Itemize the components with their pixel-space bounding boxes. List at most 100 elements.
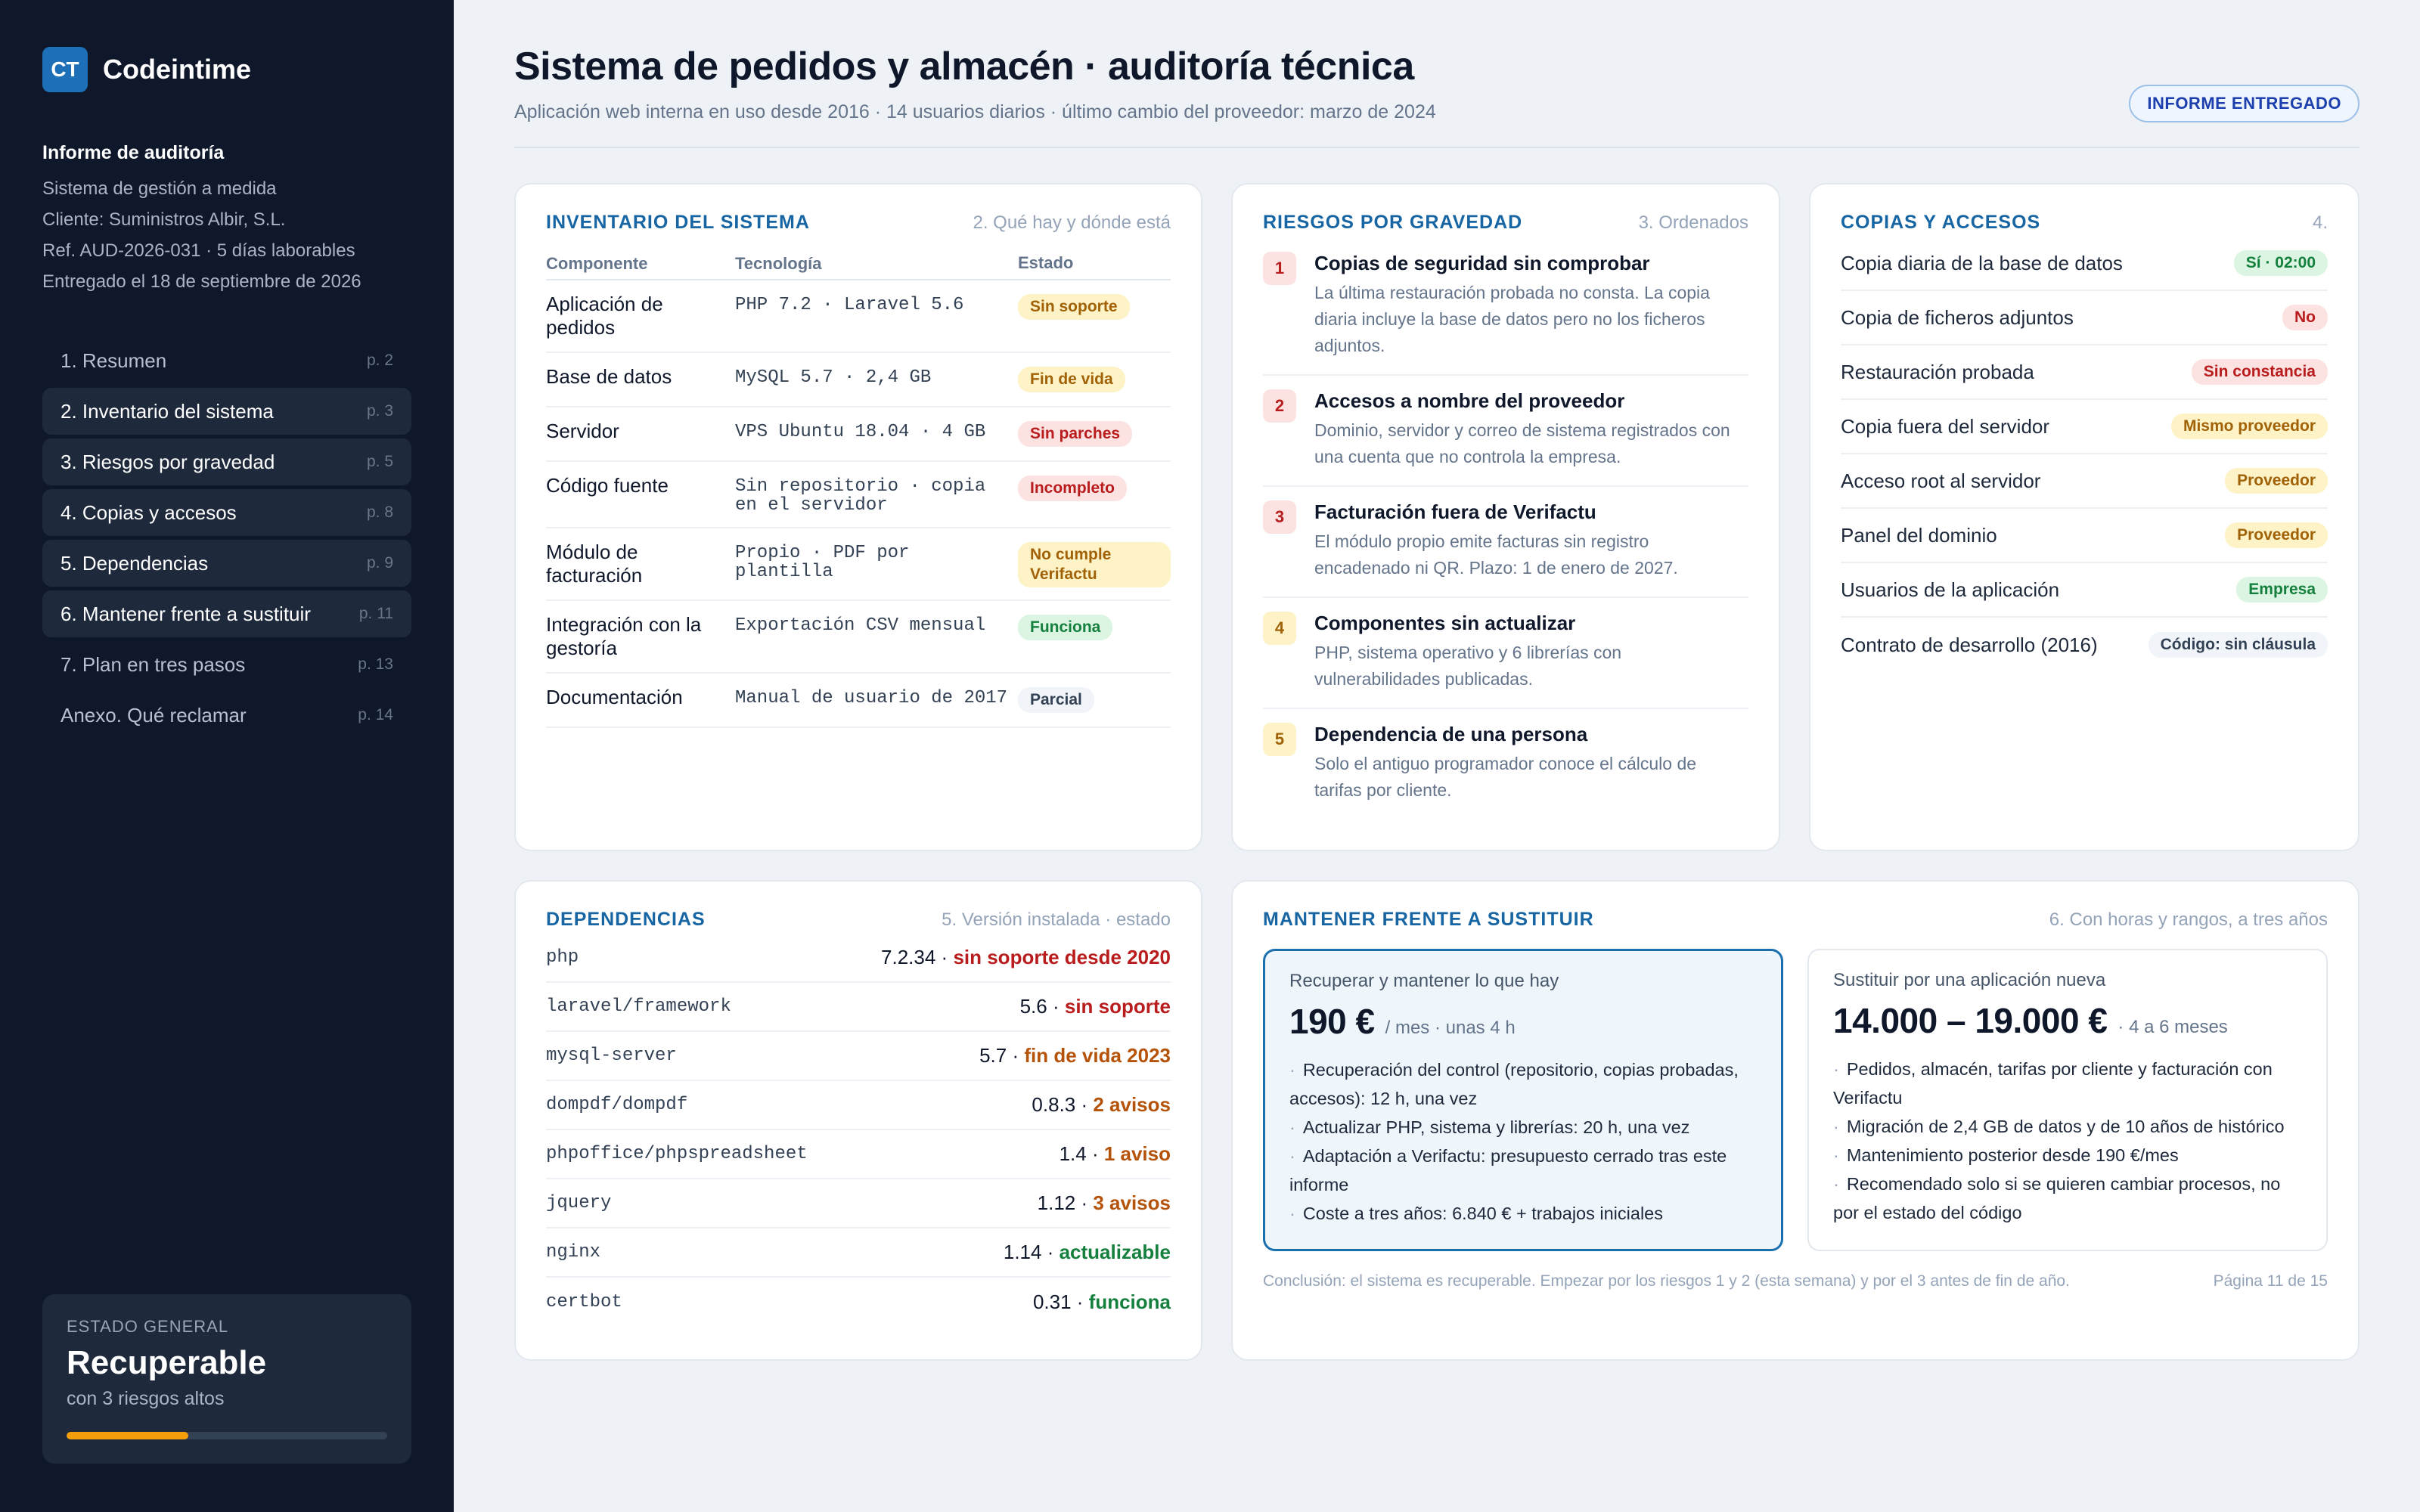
- copies-card: COPIAS Y ACCESOS 4. Copia diaria de la b…: [1809, 183, 2360, 851]
- report-delivered: Entregado el 18 de septiembre de 2026: [42, 271, 361, 292]
- risks-note: 3. Ordenados: [1638, 212, 1748, 233]
- toc-item-copias[interactable]: 4. Copias y accesos p. 8: [42, 489, 411, 536]
- separator: ·: [1075, 1093, 1094, 1116]
- inventory-table-header: Componente Tecnología Estado: [546, 247, 1171, 280]
- dependency-name: jquery: [546, 1193, 612, 1213]
- table-row: Documentación Manual de usuario de 2017 Pa…: [546, 674, 1171, 728]
- option-item: · Coste a tres años: 6.840 € + trabajos i…: [1289, 1199, 1757, 1228]
- toc-item-anexo[interactable]: Anexo. Qué reclamar p. 14: [42, 692, 411, 739]
- status-badge: Sin soporte: [1018, 294, 1130, 320]
- list-item: Copia fuera del servidor Mismo proveedor: [1841, 400, 2328, 454]
- copies-note: 4.: [2312, 212, 2328, 233]
- risk-title: Accesos a nombre del proveedor: [1314, 389, 1625, 412]
- inventory-table-body: Aplicación de pedidos PHP 7.2 · Laravel 5…: [546, 280, 1171, 728]
- deps-title: DEPENDENCIAS: [546, 909, 706, 930]
- option-label: Recuperar y mantener lo que hay: [1289, 971, 1559, 991]
- status-badge: Fin de vida: [1018, 367, 1125, 392]
- sidebar: CT Codeintime Informe de auditoría Siste…: [0, 0, 454, 1512]
- page-indicator: Página 11 de 15: [2213, 1272, 2328, 1290]
- toc-item-dependencias[interactable]: 5. Dependencias p. 9: [42, 540, 411, 587]
- risk-item: 2 Accesos a nombre del proveedor Dominio, …: [1263, 376, 1748, 487]
- dependency-version: 1.4: [1059, 1142, 1087, 1165]
- keep-title: MANTENER FRENTE A SUSTITUIR: [1263, 909, 1594, 930]
- list-item: Acceso root al servidor Proveedor: [1841, 454, 2328, 509]
- table-row: Módulo de facturación Propio · PDF por pl…: [546, 528, 1171, 601]
- option-item-text: Coste a tres años: 6.840 € + trabajos in…: [1302, 1204, 1663, 1223]
- toc-label: 2. Inventario del sistema: [60, 399, 274, 423]
- component-cell: Base de datos: [546, 365, 672, 388]
- toc-label: Anexo. Qué reclamar: [60, 703, 247, 727]
- toc-label: 6. Mantener frente a sustituir: [60, 602, 311, 625]
- copies-title: COPIAS Y ACCESOS: [1841, 212, 2041, 233]
- dependency-value: 0.8.3 · 2 avisos: [1032, 1093, 1171, 1117]
- toc-page: p. 9: [366, 554, 393, 572]
- page-subtitle: Aplicación web interna en uso desde 2016…: [514, 101, 1436, 122]
- list-item: Restauración probada Sin constancia: [1841, 345, 2328, 400]
- toc-label: 7. Plan en tres pasos: [60, 652, 246, 676]
- state-cell: Parcial: [1018, 686, 1171, 714]
- toc-item-plan[interactable]: 7. Plan en tres pasos p. 13: [42, 641, 411, 688]
- option-amount: 190 €: [1289, 1002, 1375, 1041]
- toc-page: p. 13: [358, 655, 393, 673]
- copy-label: Contrato de desarrollo (2016): [1841, 633, 2098, 656]
- report-info: Informe de auditoría Sistema de gestión …: [42, 142, 413, 297]
- column-header: Tecnología: [735, 253, 822, 273]
- list-item: Panel del dominio Proveedor: [1841, 509, 2328, 563]
- risk-number: 5: [1263, 723, 1296, 756]
- option-item: · Pedidos, almacén, tarifas por cliente y…: [1833, 1055, 2302, 1112]
- dependency-row: laravel/framework 5.6 · sin soporte: [546, 983, 1171, 1032]
- risk-number: 4: [1263, 612, 1296, 645]
- toc-item-inventario[interactable]: 2. Inventario del sistema p. 3: [42, 388, 411, 435]
- report-ref: Ref. AUD-2026-031 · 5 días laborables: [42, 240, 355, 261]
- risk-description: Solo el antiguo programador conoce el cá…: [1314, 754, 1697, 800]
- toc-page: p. 2: [366, 352, 393, 369]
- brand[interactable]: CT Codeintime: [42, 47, 251, 92]
- risk-description: Dominio, servidor y correo de sistema re…: [1314, 420, 1730, 466]
- option-item-text: Migración de 2,4 GB de datos y de 10 año…: [1846, 1117, 2285, 1136]
- state-cell: Sin parches: [1018, 420, 1171, 448]
- separator: ·: [1007, 1044, 1025, 1067]
- option-item: · Mantenimiento posterior desde 190 €/mes: [1833, 1141, 2302, 1170]
- separator: ·: [935, 946, 954, 968]
- toc-label: 4. Copias y accesos: [60, 500, 237, 524]
- option-item: · Recuperación del control (repositorio, …: [1289, 1055, 1757, 1113]
- dependency-status: 2 avisos: [1093, 1093, 1171, 1116]
- option-items: · Pedidos, almacén, tarifas por cliente y…: [1833, 1055, 2302, 1227]
- dependency-version: 5.7: [979, 1044, 1007, 1067]
- table-row: Integración con la gestoría Exportación C…: [546, 601, 1171, 674]
- dependency-row: certbot 0.31 · funciona: [546, 1278, 1171, 1327]
- risk-description: PHP, sistema operativo y 6 librerías con…: [1314, 643, 1622, 689]
- risk-number: 3: [1263, 500, 1296, 534]
- status-badge: Sí · 02:00: [2233, 250, 2328, 276]
- keep-vs-replace-card: MANTENER FRENTE A SUSTITUIR 6. Con horas…: [1231, 880, 2360, 1361]
- table-row: Servidor VPS Ubuntu 18.04 · 4 GB Sin parch…: [546, 407, 1171, 462]
- dependency-name: phpoffice/phpspreadsheet: [546, 1144, 808, 1164]
- option-label: Sustituir por una aplicación nueva: [1833, 970, 2106, 990]
- copy-label: Panel del dominio: [1841, 523, 1997, 547]
- risk-description: El módulo propio emite facturas sin regi…: [1314, 531, 1678, 578]
- inventory-title: INVENTARIO DEL SISTEMA: [546, 212, 810, 233]
- toc-item-riesgos[interactable]: 3. Riesgos por gravedad p. 5: [42, 438, 411, 485]
- toc-item-mantener[interactable]: 6. Mantener frente a sustituir p. 11: [42, 590, 411, 637]
- status-badge: No: [2282, 305, 2328, 330]
- risks-card: RIESGOS POR GRAVEDAD 3. Ordenados 1 Copia…: [1231, 183, 1780, 851]
- status-badge: Parcial: [1018, 687, 1094, 713]
- toc-item-resumen[interactable]: 1. Resumen p. 2: [42, 337, 411, 384]
- status-sub: con 3 riesgos altos: [67, 1388, 225, 1409]
- risk-number: 2: [1263, 389, 1296, 423]
- option-replace[interactable]: Sustituir por una aplicación nueva 14.00…: [1807, 949, 2328, 1251]
- risk-body: Copias de seguridad sin comprobar La últi…: [1314, 252, 1748, 359]
- status-badge: Incompleto: [1018, 476, 1128, 501]
- dependency-row: mysql-server 5.7 · fin de vida 2023: [546, 1032, 1171, 1081]
- option-item-text: Adaptación a Verifactu: presupuesto cerr…: [1289, 1146, 1727, 1194]
- option-item-text: Recuperación del control (repositorio, c…: [1289, 1060, 1739, 1108]
- list-item: Usuarios de la aplicación Empresa: [1841, 563, 2328, 618]
- component-cell: Servidor: [546, 420, 619, 442]
- risk-body: Accesos a nombre del proveedor Dominio, s…: [1314, 389, 1748, 470]
- dependencies-list: php 7.2.34 · sin soporte desde 2020 larave…: [546, 934, 1171, 1327]
- dependency-value: 1.14 · actualizable: [1004, 1241, 1171, 1264]
- option-keep[interactable]: Recuperar y mantener lo que hay 190 € / …: [1263, 949, 1783, 1251]
- dependency-name: mysql-server: [546, 1046, 677, 1066]
- table-row: Base de datos MySQL 5.7 · 2,4 GB Fin de vi…: [546, 353, 1171, 407]
- technology-cell: Exportación CSV mensual: [735, 615, 986, 636]
